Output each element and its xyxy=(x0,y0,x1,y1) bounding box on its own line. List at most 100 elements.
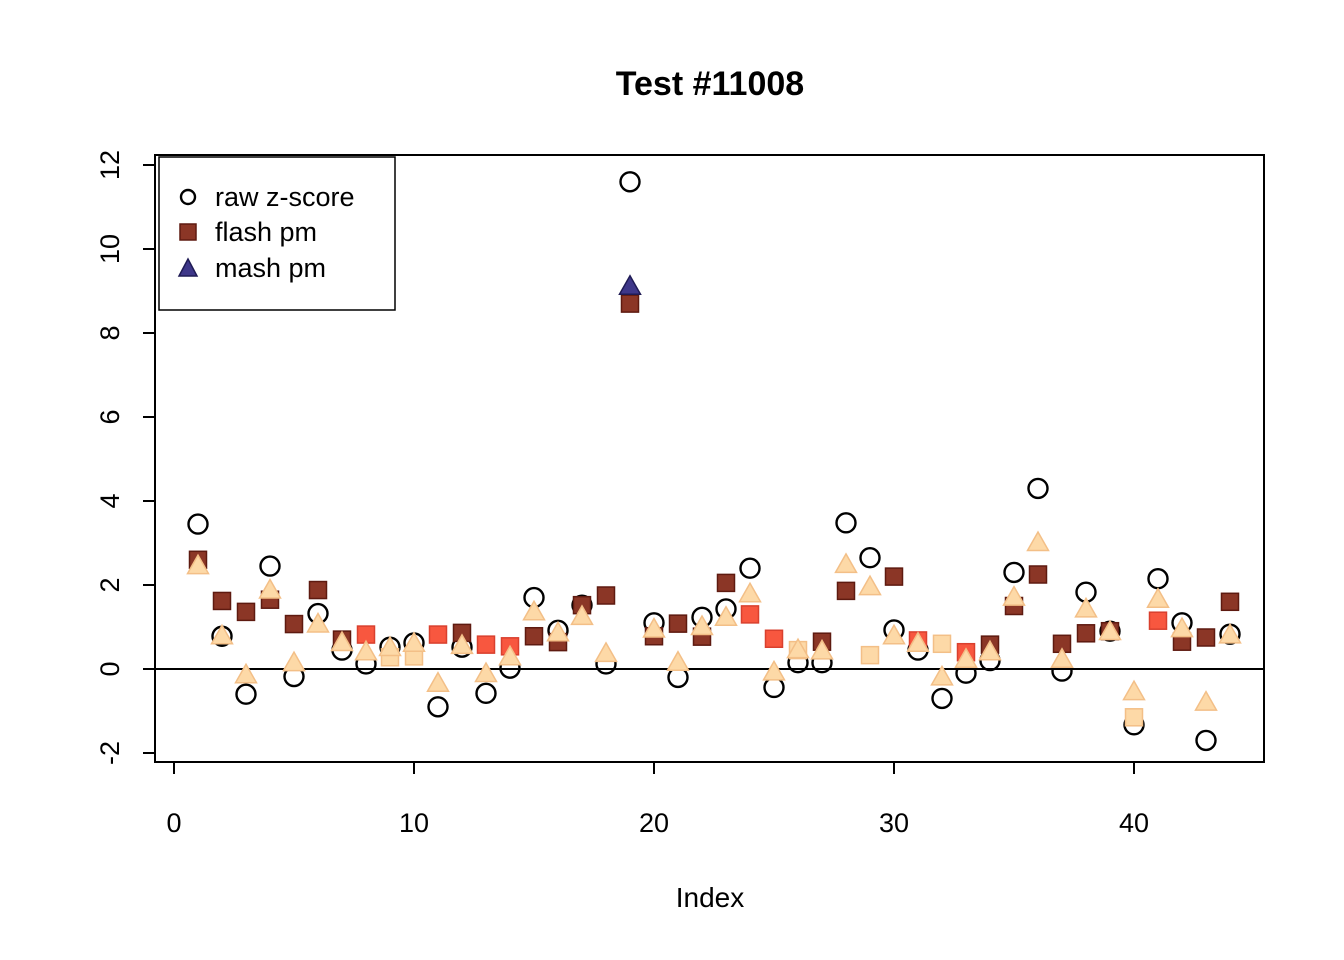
legend-box xyxy=(158,156,396,311)
data-point-flash-pm xyxy=(1148,611,1168,630)
y-tick-label: 2 xyxy=(95,577,125,592)
data-point-mash-pm xyxy=(330,630,354,652)
y-tick-label: -2 xyxy=(95,741,125,765)
data-point-mash-pm xyxy=(738,581,762,603)
data-point-mash-pm xyxy=(642,617,666,638)
data-point-raw-z-score xyxy=(1027,477,1049,500)
data-point-flash-pm xyxy=(476,635,496,654)
data-point-flash-pm xyxy=(428,625,448,644)
data-point-raw-z-score xyxy=(859,547,881,569)
data-point-raw-z-score xyxy=(739,557,761,579)
data-point-flash-pm xyxy=(308,580,328,600)
y-tick-label: 4 xyxy=(95,493,125,508)
data-point-mash-pm xyxy=(1002,585,1026,606)
data-point-mash-pm xyxy=(834,552,858,574)
data-point-mash-pm xyxy=(186,553,210,575)
data-point-raw-z-score xyxy=(835,512,857,534)
data-point-flash-pm xyxy=(212,591,232,611)
data-point-mash-pm xyxy=(498,644,522,666)
axes: 0 10 20 30 40 -2 0 2 4 6 8 10 12 xyxy=(95,150,1149,838)
data-point-flash-pm xyxy=(716,573,736,593)
data-point-raw-z-score xyxy=(1195,729,1217,752)
data-point-mash-pm xyxy=(474,661,498,683)
data-point-flash-pm xyxy=(1028,565,1048,584)
data-point-mash-pm xyxy=(402,631,426,653)
data-point-mash-pm xyxy=(210,623,234,645)
y-tick-label: 12 xyxy=(95,150,125,180)
data-point-flash-pm xyxy=(1124,708,1144,727)
legend-label-flash-pm: flash pm xyxy=(215,217,317,247)
data-point-mash-pm xyxy=(978,639,1002,661)
legend-label-raw-z-score: raw z-score xyxy=(215,182,355,212)
data-point-mash-pm xyxy=(282,650,306,672)
data-point-mash-pm xyxy=(786,637,810,659)
plot-title: Test #11008 xyxy=(616,65,804,103)
data-point-raw-z-score xyxy=(931,687,953,710)
data-point-flash-pm xyxy=(620,294,640,313)
data-point-mash-pm xyxy=(450,633,474,655)
data-point-mash-pm xyxy=(1122,679,1146,701)
data-point-mash-pm xyxy=(666,650,690,671)
data-point-raw-z-score xyxy=(1003,561,1025,584)
data-point-mash-pm xyxy=(1218,622,1242,644)
x-tick-label: 10 xyxy=(399,808,429,838)
data-point-mash-pm xyxy=(570,604,594,626)
data-point-mash-pm xyxy=(906,631,930,653)
data-point-mash-pm xyxy=(522,599,546,621)
data-point-mash-pm xyxy=(1098,619,1122,641)
y-tick-label: 8 xyxy=(95,325,125,340)
data-point-mash-pm xyxy=(618,274,642,296)
data-point-mash-pm xyxy=(234,662,258,684)
data-point-mash-pm xyxy=(1050,647,1074,669)
data-point-raw-z-score xyxy=(427,696,449,718)
data-point-mash-pm xyxy=(858,574,882,596)
legend-triangle-icon xyxy=(177,257,199,277)
data-point-flash-pm xyxy=(836,581,856,601)
data-point-mash-pm xyxy=(954,647,978,669)
x-tick-label: 0 xyxy=(166,808,181,838)
data-point-flash-pm xyxy=(1196,628,1216,647)
data-point-flash-pm xyxy=(740,605,760,624)
data-point-mash-pm xyxy=(1194,690,1218,711)
x-tick-label: 40 xyxy=(1119,808,1149,838)
plot-box xyxy=(154,154,1265,763)
data-point-raw-z-score xyxy=(1147,568,1169,590)
y-tick-label: 0 xyxy=(95,661,125,676)
legend-circle-open-icon xyxy=(179,188,197,206)
data-point-mash-pm xyxy=(690,614,714,636)
x-axis-label: Index xyxy=(676,882,745,913)
data-point-mash-pm xyxy=(1146,587,1170,608)
data-point-flash-pm xyxy=(1220,592,1240,612)
data-point-flash-pm xyxy=(284,614,304,634)
data-point-flash-pm xyxy=(1076,624,1096,643)
x-tick-label: 20 xyxy=(639,808,669,838)
data-point-mash-pm xyxy=(378,635,402,657)
data-point-mash-pm xyxy=(306,611,330,633)
data-point-mash-pm xyxy=(930,664,954,686)
data-point-mash-pm xyxy=(762,659,786,681)
data-point-mash-pm xyxy=(354,639,378,661)
legend: raw z-score flash pm mash pm xyxy=(158,156,396,311)
data-point-flash-pm xyxy=(524,626,544,646)
data-point-mash-pm xyxy=(426,671,450,692)
data-point-mash-pm xyxy=(258,577,282,599)
data-point-flash-pm xyxy=(668,614,688,633)
data-point-flash-pm xyxy=(860,645,880,665)
legend-square-icon xyxy=(179,223,197,241)
data-point-mash-pm xyxy=(1074,596,1098,618)
data-point-flash-pm xyxy=(236,602,256,622)
y-tick-label: 10 xyxy=(95,234,125,264)
data-point-mash-pm xyxy=(546,620,570,642)
data-point-flash-pm xyxy=(884,567,904,586)
data-point-mash-pm xyxy=(1170,616,1194,638)
data-point-flash-pm xyxy=(596,586,616,605)
y-tick-label: 6 xyxy=(95,409,125,424)
data-point-raw-z-score xyxy=(619,171,641,193)
data-point-raw-z-score xyxy=(475,682,497,705)
data-point-raw-z-score xyxy=(259,555,281,577)
x-tick-label: 30 xyxy=(879,808,909,838)
data-point-raw-z-score xyxy=(187,513,209,535)
data-point-raw-z-score xyxy=(763,676,785,699)
data-point-mash-pm xyxy=(594,641,618,663)
